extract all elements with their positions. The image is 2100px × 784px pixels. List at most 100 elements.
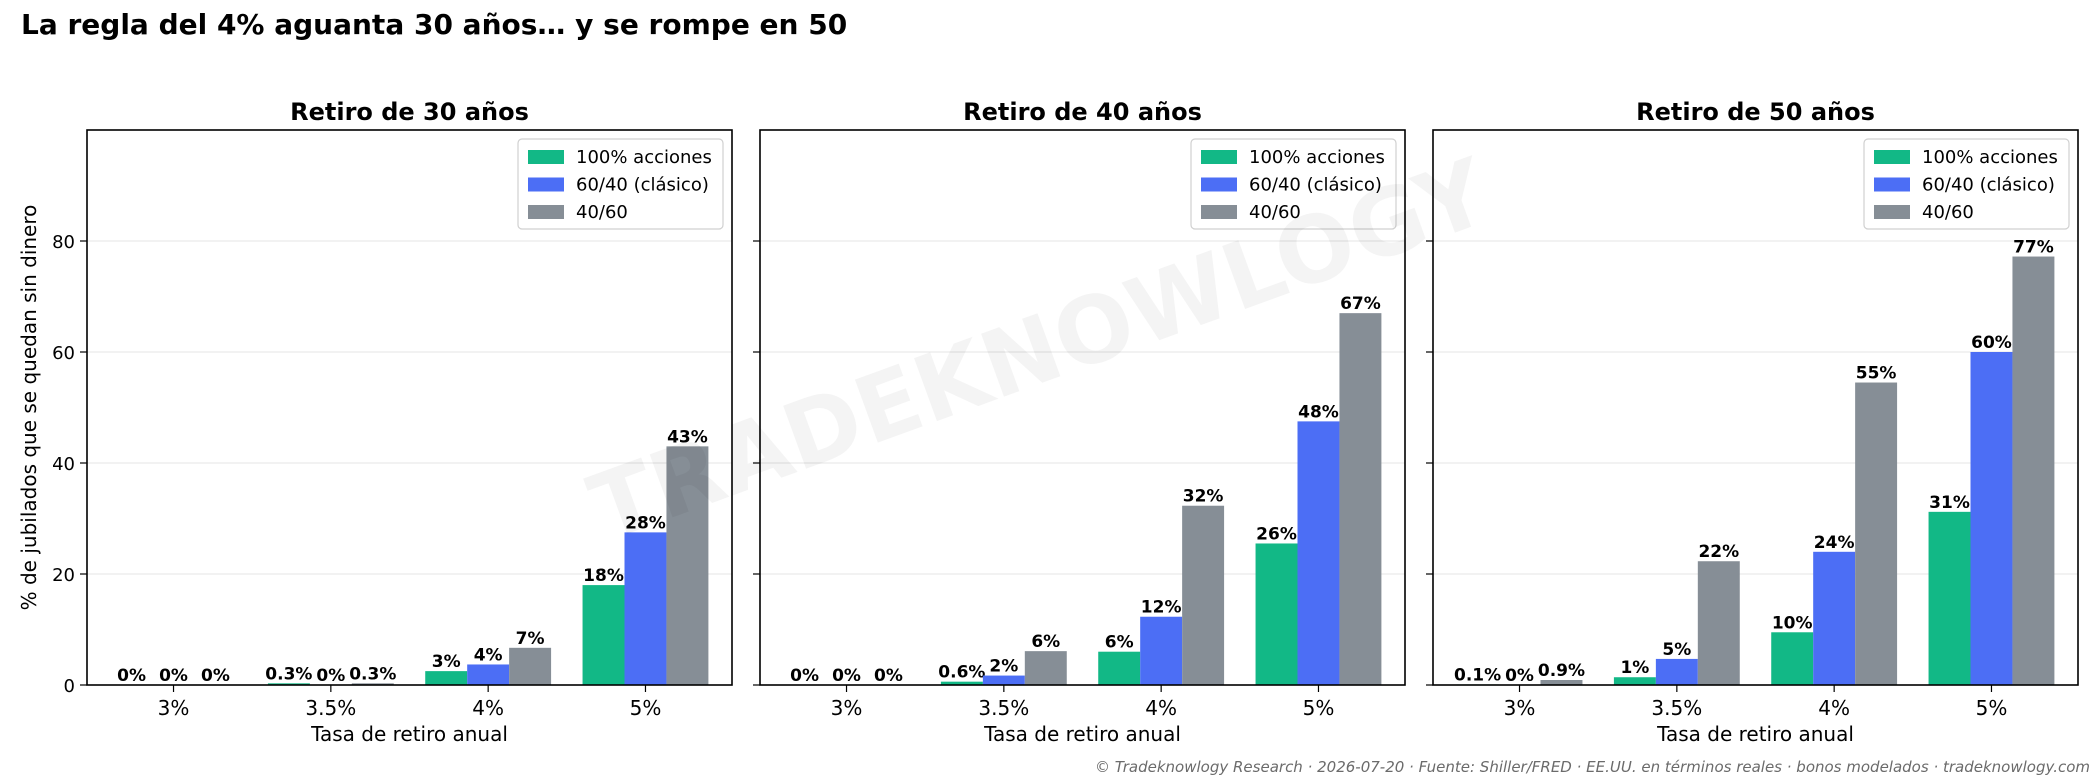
footer-credits: © Tradeknowlogy Research · 2026-07-20 · … [1094, 758, 2090, 776]
bar-value-label: 48% [1298, 402, 1339, 422]
bar [1540, 680, 1583, 685]
bar-value-label: 0% [832, 666, 861, 686]
bar [1140, 616, 1183, 685]
bar-value-label: 7% [516, 629, 545, 649]
bar [467, 664, 510, 685]
legend-entry: 100% acciones [1249, 147, 1385, 168]
bar-value-label: 0.1% [1454, 665, 1501, 685]
bar-value-label: 60% [1971, 333, 2012, 353]
legend: 100% acciones 60/40 (clásico) 40/60 [1863, 138, 2070, 230]
x-axis-label: Tasa de retiro anual [1656, 722, 1854, 746]
bar [1182, 505, 1225, 685]
legend-swatch [1201, 150, 1237, 164]
bar-value-label: 10% [1772, 613, 1813, 633]
y-tick-label: 80 [52, 232, 75, 253]
legend: 100% acciones 60/40 (clásico) 40/60 [1190, 138, 1397, 230]
bar-value-label: 2% [989, 657, 1018, 677]
y-tick-label: 0 [64, 676, 75, 697]
legend-swatch [1201, 177, 1237, 192]
bar-value-label: 43% [667, 427, 708, 447]
bar [509, 647, 552, 685]
panel-2: 0% 0% 0% 3% 0.6% 2% 6% 3.5% 6% 12% 32% 4% 26% 48% 67% 5… [753, 98, 1406, 746]
bar [1339, 313, 1382, 685]
panel-title: Retiro de 30 años [290, 98, 529, 126]
bar-value-label: 77% [2013, 238, 2054, 258]
bar-value-label: 0% [316, 666, 345, 686]
legend-entry: 40/60 [1249, 202, 1301, 223]
bar [1613, 677, 1656, 685]
x-tick-label: 4% [1145, 696, 1177, 720]
x-tick-label: 4% [472, 696, 504, 720]
legend-entry: 100% acciones [576, 147, 712, 168]
bar-value-label: 55% [1856, 364, 1897, 384]
plot-frame [1432, 129, 2079, 686]
x-axis-label: Tasa de retiro anual [983, 722, 1181, 746]
x-tick-label: 5% [1303, 696, 1335, 720]
x-axis-label: Tasa de retiro anual [310, 722, 508, 746]
bar-value-label: 32% [1183, 487, 1224, 507]
legend: 100% acciones 60/40 (clásico) 40/60 [517, 138, 724, 230]
y-tick-label: 40 [52, 454, 75, 475]
bar-value-label: 0% [201, 666, 230, 686]
legend-entry: 60/40 (clásico) [1922, 175, 2055, 196]
legend-swatch [528, 150, 564, 164]
legend-swatch [528, 177, 564, 192]
bar [1255, 543, 1298, 685]
bar-value-label: 67% [1340, 294, 1381, 314]
panel-1: 0% 0% 0%3%0.3% 0% 0.3%3.5%3% 4%7%4%18%28%43%5… [17, 98, 733, 746]
plot-frame [86, 129, 733, 686]
figure-title: La regla del 4% aguanta 30 años… y se ro… [21, 8, 848, 41]
legend-swatch [1201, 205, 1237, 219]
bar [425, 671, 468, 685]
x-tick-label: 5% [1976, 696, 2008, 720]
bar [666, 446, 709, 685]
bar-value-label: 0.3% [265, 664, 312, 684]
x-tick-label: 3% [831, 696, 863, 720]
bar-value-label: 0% [1505, 666, 1534, 686]
bar [1928, 511, 1971, 685]
bar-value-label: 3% [432, 652, 461, 672]
legend-swatch [1874, 205, 1910, 219]
bar-value-label: 0.6% [938, 663, 985, 683]
bar-value-label: 0.3% [349, 664, 396, 684]
legend-box [1190, 138, 1397, 230]
legend-entry: 40/60 [576, 202, 628, 223]
bar [624, 532, 667, 685]
bar-value-label: 31% [1929, 493, 1970, 513]
bar [267, 683, 310, 685]
bar [1297, 421, 1340, 685]
bar-value-label: 0% [159, 666, 188, 686]
bar [1024, 651, 1067, 685]
bar [940, 681, 983, 685]
y-axis-label: % de jubilados que se quedan sin dinero [17, 205, 41, 611]
bar [1970, 352, 2013, 685]
bar-value-label: 5% [1662, 640, 1691, 660]
legend-entry: 60/40 (clásico) [1249, 175, 1382, 196]
legend-entry: 100% acciones [1922, 147, 2058, 168]
bar-value-label: 0% [117, 666, 146, 686]
bar-value-label: 24% [1814, 533, 1855, 553]
bar [1771, 632, 1814, 685]
bar-value-label: 4% [474, 645, 503, 665]
legend-box [1863, 138, 2070, 230]
plot-frame [759, 129, 1406, 686]
x-tick-label: 3% [158, 696, 190, 720]
panel-title: Retiro de 40 años [963, 98, 1202, 126]
bar [351, 683, 394, 685]
bar [2012, 256, 2055, 685]
x-tick-label: 3% [1504, 696, 1536, 720]
bar-value-label: 22% [1698, 542, 1739, 562]
panel-title: Retiro de 50 años [1636, 98, 1875, 126]
x-tick-label: 5% [630, 696, 662, 720]
legend-box [517, 138, 724, 230]
bar-value-label: 12% [1141, 598, 1182, 618]
x-tick-label: 4% [1818, 696, 1850, 720]
bar [1813, 551, 1856, 685]
bar [1098, 651, 1141, 685]
x-tick-label: 3.5% [305, 696, 356, 720]
bar-value-label: 6% [1105, 633, 1134, 653]
y-tick-label: 60 [52, 343, 75, 364]
bar [582, 585, 625, 685]
